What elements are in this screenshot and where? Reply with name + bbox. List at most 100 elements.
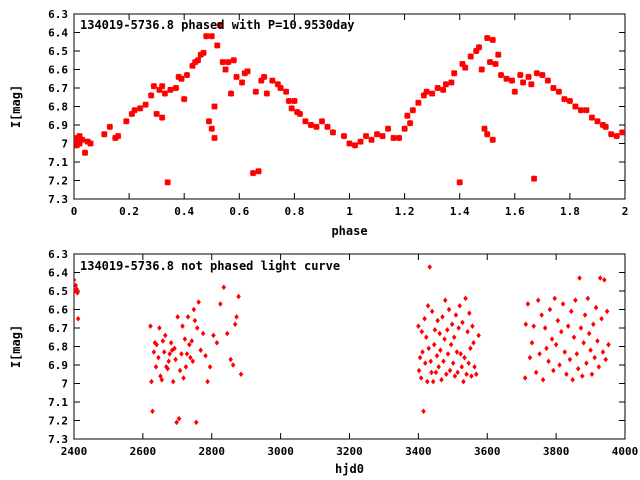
data-point [459,60,466,68]
data-point [604,308,610,315]
data-point [535,297,541,304]
data-point [465,328,470,335]
data-point [423,88,430,95]
data-point [313,123,320,131]
data-point [136,105,144,112]
data-point [148,323,153,330]
x-tick-label: 0.4 [174,205,194,218]
data-point [302,118,309,125]
data-point [150,408,155,415]
data-point [160,338,166,344]
data-point [462,354,467,361]
data-point [508,77,516,84]
data-point [211,103,218,110]
data-point [185,313,191,320]
data-point [158,82,166,90]
data-point [431,341,437,348]
data-point [205,118,213,125]
data-point [180,323,185,330]
data-point [218,301,223,307]
data-point [435,317,440,324]
data-point [517,71,524,79]
x-tick-label: 3600 [474,445,501,458]
data-point [187,341,192,348]
data-point [568,308,574,315]
data-point [238,371,244,378]
data-point [263,90,271,97]
data-point [427,264,433,270]
data-point [463,295,468,302]
data-point [420,92,428,99]
data-point [154,341,159,348]
chart-panel-2: 2400 2600 2800 3000 3200 3400 3600 3800 4000 6.3 6… [9,248,638,476]
data-point [147,92,155,99]
y-tick-label: 6.5 [48,45,68,58]
data-point [189,338,195,344]
data-point [422,360,428,367]
data-point [208,32,215,40]
data-point [475,44,483,51]
data-point [608,131,615,138]
data-point [167,350,173,357]
data-point [592,354,598,361]
data-point [158,373,163,380]
data-point [430,378,436,385]
data-point [589,371,595,378]
data-point [468,345,473,352]
data-point [460,319,465,326]
data-point [571,334,577,341]
data-point [533,369,539,376]
data-point [238,79,246,86]
data-point [447,367,453,374]
data-point [172,84,180,92]
data-point [439,376,444,383]
data-point [434,352,440,359]
y-tick-label: 6.7 [48,82,68,95]
y-tick-label: 6.8 [48,341,68,354]
data-point [445,350,451,357]
y-tick-label: 6.6 [48,64,68,77]
y-tick-label: 6.3 [48,8,68,21]
data-point [157,325,162,331]
data-point [442,336,447,343]
x-tick-label: 0.6 [229,205,249,218]
data-point [575,365,581,372]
data-point [161,90,169,97]
data-point [577,106,585,114]
x-tick-label: 2800 [199,445,226,458]
data-point [153,110,160,118]
data-point [415,99,422,107]
data-point [74,276,77,283]
data-point [230,57,237,64]
data-point [579,373,585,380]
data-point [453,312,459,318]
data-point [277,84,284,92]
data-point [179,350,184,357]
data-point [211,134,218,142]
x-tick-label: 1.4 [450,205,470,218]
data-point [324,123,331,131]
data-point [466,360,471,367]
data-point [448,341,454,348]
data-point [203,352,208,359]
data-point [454,349,460,355]
data-point [446,306,452,313]
data-point [572,103,579,110]
data-point [416,367,422,374]
data-point [87,140,94,147]
data-point [539,312,544,318]
data-point [441,358,446,365]
data-point [420,349,425,355]
data-point [329,129,337,136]
data-point [219,58,226,66]
data-point [196,299,201,306]
x-tick-label: 2 [622,205,629,218]
data-point [172,345,177,352]
x-tick-label: 0.8 [284,205,304,218]
data-point [452,373,458,380]
data-point [423,334,429,341]
data-point [434,84,441,92]
data-point [484,34,491,42]
data-point [472,363,477,370]
data-point [182,336,188,343]
